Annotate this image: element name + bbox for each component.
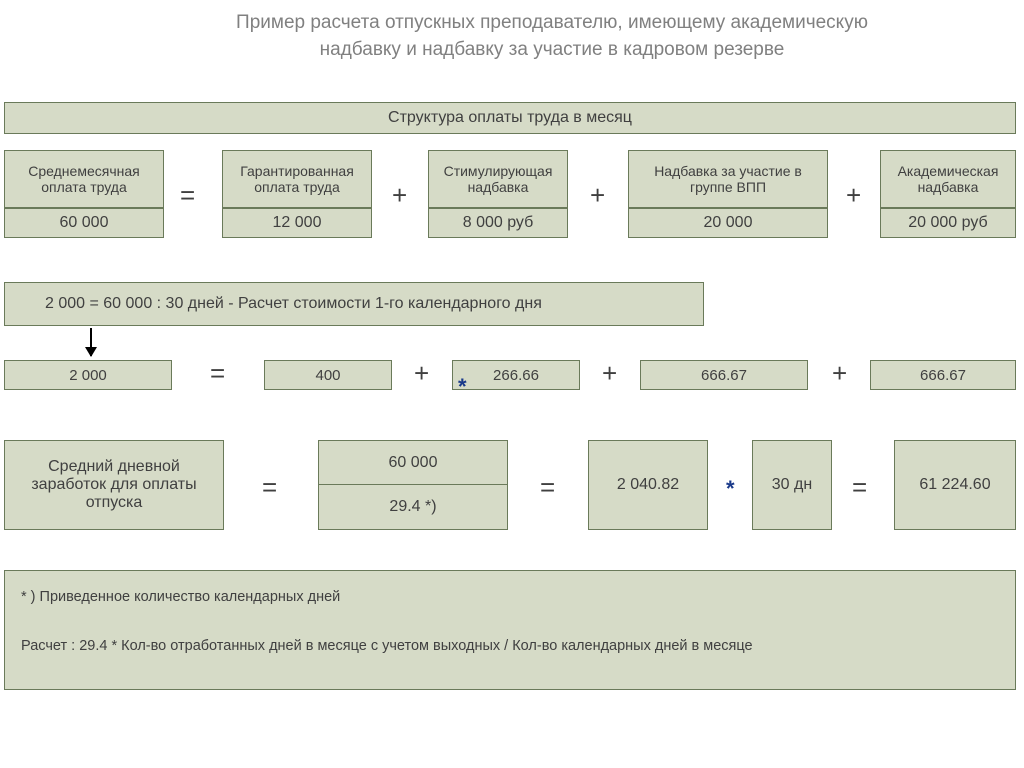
row1-label-2: Стимулирующая надбавка bbox=[428, 150, 568, 208]
row3-numerator: 60 000 bbox=[318, 440, 508, 484]
star-1: * bbox=[458, 374, 467, 400]
row1-label-0: Среднемесячная оплата труда bbox=[4, 150, 164, 208]
star-2: * bbox=[726, 476, 735, 502]
calc-banner-text: 2 000 = 60 000 : 30 дней - Расчет стоимо… bbox=[45, 295, 542, 313]
title-line2: надбавку и надбавку за участие в кадрово… bbox=[320, 39, 785, 60]
row1-value-0: 60 000 bbox=[4, 208, 164, 238]
title-line1: Пример расчета отпускных преподавателю, … bbox=[236, 12, 868, 33]
row2-op-3: + bbox=[832, 358, 847, 389]
row2-val-4: 666.67 bbox=[870, 360, 1016, 390]
op-plus-3: + bbox=[846, 180, 861, 211]
row2-val-1: 400 bbox=[264, 360, 392, 390]
op-eq-1: = bbox=[180, 180, 195, 211]
row3-denominator: 29.4 *) bbox=[318, 484, 508, 530]
page-title: Пример расчета отпускных преподавателю, … bbox=[0, 0, 1024, 71]
row3-days: 30 дн bbox=[752, 440, 832, 530]
row2-val-3: 666.67 bbox=[640, 360, 808, 390]
row2-op-eq: = bbox=[210, 358, 225, 389]
op-plus-2: + bbox=[590, 180, 605, 211]
arrow-down-icon bbox=[90, 328, 92, 356]
row2-val-0: 2 000 bbox=[4, 360, 172, 390]
row2-op-1: + bbox=[414, 358, 429, 389]
row1-value-4: 20 000 руб bbox=[880, 208, 1016, 238]
banner-structure-label: Структура оплаты труда в месяц bbox=[388, 109, 632, 127]
row3-result2: 61 224.60 bbox=[894, 440, 1016, 530]
calc-banner: 2 000 = 60 000 : 30 дней - Расчет стоимо… bbox=[4, 282, 704, 326]
footnote-line1: * ) Приведенное количество календарных д… bbox=[21, 585, 999, 610]
row3-eq-3: = bbox=[852, 472, 867, 503]
row2-val-2: 266.66 bbox=[452, 360, 580, 390]
row1-label-3: Надбавка за участие в группе ВПП bbox=[628, 150, 828, 208]
row3-label: Средний дневной заработок для оплаты отп… bbox=[4, 440, 224, 530]
row1-value-1: 12 000 bbox=[222, 208, 372, 238]
row2-op-2: + bbox=[602, 358, 617, 389]
row1-label-1: Гарантированная оплата труда bbox=[222, 150, 372, 208]
footnote-box: * ) Приведенное количество календарных д… bbox=[4, 570, 1016, 690]
row1-value-3: 20 000 bbox=[628, 208, 828, 238]
banner-structure: Структура оплаты труда в месяц bbox=[4, 102, 1016, 134]
row1-label-4: Академическая надбавка bbox=[880, 150, 1016, 208]
op-plus-1: + bbox=[392, 180, 407, 211]
row1-value-2: 8 000 руб bbox=[428, 208, 568, 238]
row3-eq-1: = bbox=[262, 472, 277, 503]
row3-result1: 2 040.82 bbox=[588, 440, 708, 530]
row3-eq-2: = bbox=[540, 472, 555, 503]
footnote-line2: Расчет : 29.4 * Кол-во отработанных дней… bbox=[21, 634, 999, 659]
